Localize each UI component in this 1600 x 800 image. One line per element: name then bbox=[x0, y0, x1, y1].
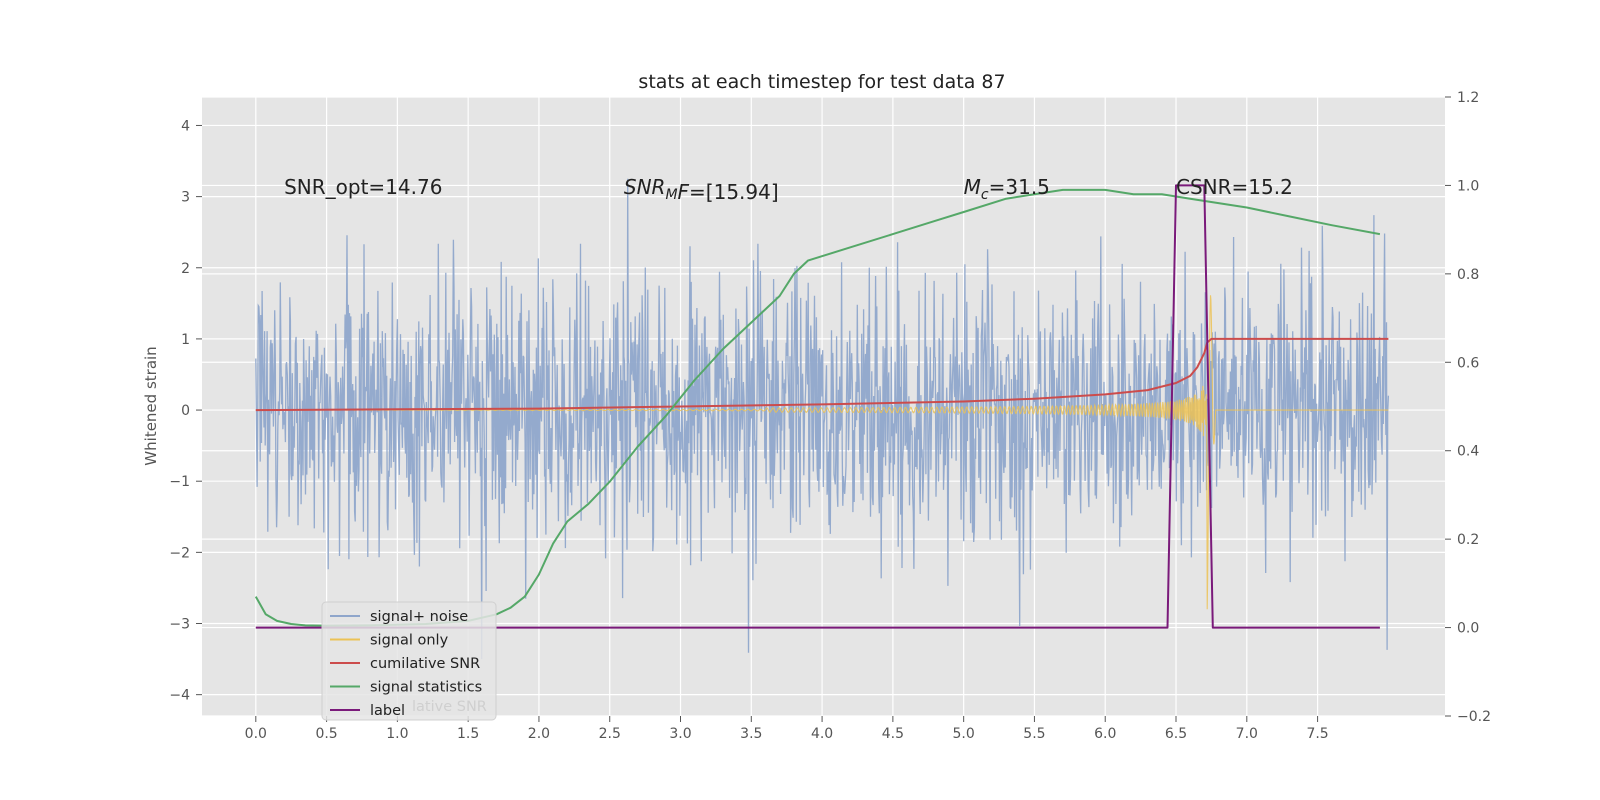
y2-tick-label: −0.2 bbox=[1457, 709, 1491, 725]
x-tick-label: 7.5 bbox=[1306, 726, 1328, 742]
x-tick-label: 6.5 bbox=[1165, 726, 1187, 742]
series-cumilative-snr-line bbox=[255, 337, 1389, 412]
series-signal-noise-line bbox=[255, 178, 1390, 660]
x-tick-label: 4.5 bbox=[882, 726, 904, 742]
x-tick-label: 5.5 bbox=[1023, 726, 1045, 742]
y-tick-label: 0 bbox=[181, 403, 190, 419]
x-tick-label: 3.0 bbox=[669, 726, 691, 742]
x-tick-label: 2.0 bbox=[528, 726, 550, 742]
annotations: SNR_opt=14.76 SNRMF=[15.94] Mc=31.5 CSNR=15… bbox=[284, 175, 1293, 204]
y2-tick-label: 0.0 bbox=[1457, 621, 1479, 637]
y2-tick-label: 0.4 bbox=[1457, 444, 1479, 460]
y-tick-label: 3 bbox=[181, 190, 190, 206]
annotation-text: SNR_opt=14.76 bbox=[284, 175, 442, 199]
x-tick-label: 1.0 bbox=[386, 726, 408, 742]
x-tick-label: 1.5 bbox=[457, 726, 479, 742]
y2-tick-label: 0.2 bbox=[1457, 532, 1479, 548]
y-tick-label: −1 bbox=[169, 474, 190, 490]
y-tick-label: −4 bbox=[169, 688, 190, 704]
x-tick-label: 7.0 bbox=[1236, 726, 1258, 742]
annotation-text: CSNR=15.2 bbox=[1176, 175, 1293, 199]
x-tick-label: 5.0 bbox=[953, 726, 975, 742]
x-tick-label: 2.5 bbox=[599, 726, 621, 742]
y-tick-label: −2 bbox=[169, 545, 190, 561]
annotation-text: Mc=31.5 bbox=[964, 175, 1050, 203]
y2-tick-label: 1.0 bbox=[1457, 178, 1479, 194]
annotation-text: SNRMF=[15.94] bbox=[624, 175, 779, 204]
y-tick-label: 1 bbox=[181, 332, 190, 348]
x-tick-label: 0.0 bbox=[245, 726, 267, 742]
legend: lative SNR signal+ noise signal only cumila… bbox=[321, 601, 497, 721]
y2-tick-label: 0.8 bbox=[1457, 267, 1479, 283]
legend-entry: signal+ noise bbox=[370, 609, 468, 625]
x-tick-label: 4.0 bbox=[811, 726, 833, 742]
y-tick-label: −3 bbox=[169, 617, 190, 633]
y2-tick-label: 1.2 bbox=[1457, 90, 1479, 106]
legend-entry: cumilative SNR bbox=[370, 656, 480, 672]
x-tick-label: 3.5 bbox=[740, 726, 762, 742]
axes: 0.0 0.5 1.0 1.5 2.0 2.5 3.0 3.5 4.0 4.5 5.0 5.5 6.0 6… bbox=[169, 90, 1491, 742]
legend-ghost-text: lative SNR bbox=[412, 699, 487, 715]
series-label-line bbox=[255, 184, 1380, 629]
x-tick-label: 0.5 bbox=[315, 726, 337, 742]
legend-entry: signal statistics bbox=[370, 680, 482, 696]
legend-entry: signal only bbox=[370, 633, 449, 649]
y-axis-label: Whitened strain bbox=[142, 346, 160, 465]
chart-title: stats at each timestep for test data 87 bbox=[638, 71, 1005, 93]
legend-box bbox=[321, 601, 497, 721]
legend-entry: label bbox=[370, 703, 405, 719]
y2-tick-label: 0.6 bbox=[1457, 355, 1479, 371]
y-tick-label: 2 bbox=[181, 261, 190, 277]
y-tick-label: 4 bbox=[181, 118, 190, 134]
x-tick-label: 6.0 bbox=[1094, 726, 1116, 742]
